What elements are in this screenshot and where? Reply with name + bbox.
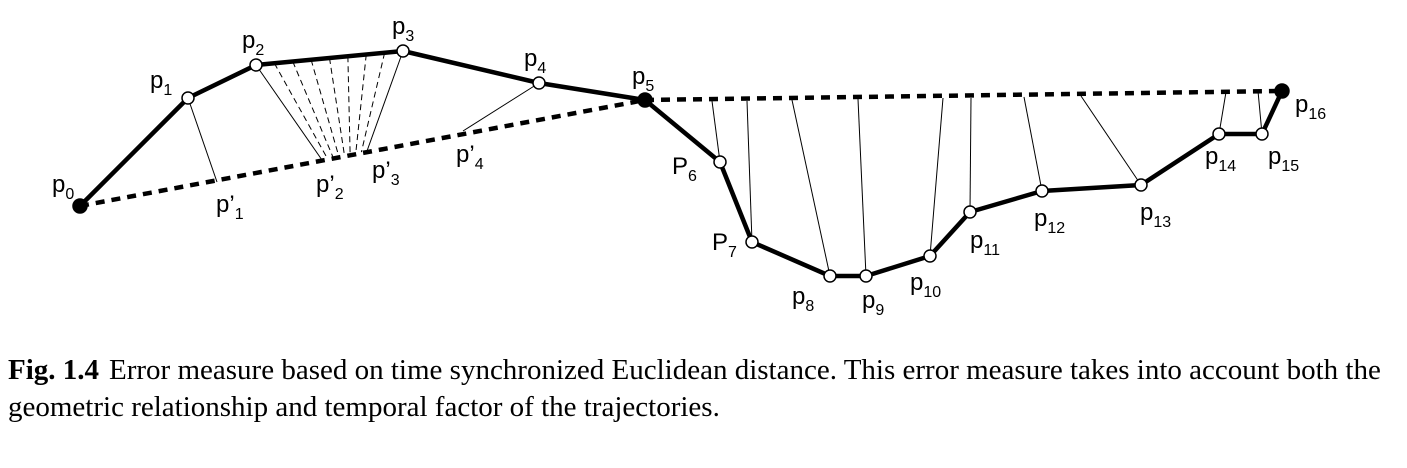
label-p3: p3 xyxy=(392,13,414,45)
sed-projection-line xyxy=(969,97,972,213)
point-p6-marker xyxy=(713,155,727,169)
point-p16-marker xyxy=(1274,83,1290,99)
trajectory-sed-diagram: p0 p1 p2 p3 p4 p5 P6 P7 p8 p9 p10 p11 p12 p13 p14 p15 p1… xyxy=(52,13,1326,319)
point-p8-marker xyxy=(823,269,837,283)
projection-lines xyxy=(187,50,1263,277)
sed-projection-line xyxy=(366,50,404,152)
sed-projection-line xyxy=(791,99,831,277)
sed-projection-line xyxy=(929,97,944,257)
sed-projection-line xyxy=(1023,96,1043,192)
label-p6: P6 xyxy=(672,153,697,185)
point-p13-marker xyxy=(1134,178,1148,192)
label-p13: p13 xyxy=(1140,199,1171,231)
label-p12: p12 xyxy=(1034,205,1065,237)
sed-projection-line xyxy=(1080,95,1142,186)
sed-projection-line xyxy=(857,98,867,277)
interpolation-line xyxy=(310,59,340,157)
point-p7-marker xyxy=(745,235,759,249)
point-labels: p0 p1 p2 p3 p4 p5 P6 P7 p8 p9 p10 p11 p12 p13 p14 p15 p1… xyxy=(52,13,1326,319)
point-p5-marker xyxy=(637,92,653,108)
label-pp1: p’1 xyxy=(216,191,244,223)
sed-projection-line xyxy=(187,97,218,183)
label-p8: p8 xyxy=(792,283,814,315)
label-pp2: p’2 xyxy=(316,171,344,203)
sed-projection-line xyxy=(1218,91,1227,135)
interpolation-line xyxy=(329,57,345,156)
point-p3-marker xyxy=(396,44,410,58)
point-p1-marker xyxy=(181,91,195,105)
sed-projection-line xyxy=(711,100,721,163)
point-p2-marker xyxy=(249,58,263,72)
label-p5: p5 xyxy=(632,63,654,95)
point-p11-marker xyxy=(963,205,977,219)
label-p14: p14 xyxy=(1205,143,1236,175)
sed-projection-line xyxy=(255,64,323,161)
interpolation-line xyxy=(355,54,367,154)
caption-label: Fig. 1.4 xyxy=(8,354,100,386)
label-p15: p15 xyxy=(1268,143,1299,175)
label-p9: p9 xyxy=(862,287,884,319)
point-p9-marker xyxy=(859,269,873,283)
sed-projection-line xyxy=(746,100,753,243)
point-p12-marker xyxy=(1035,184,1049,198)
label-p2: p2 xyxy=(242,27,264,59)
label-p4: p4 xyxy=(524,45,546,77)
point-p10-marker xyxy=(923,249,937,263)
label-p10: p10 xyxy=(910,269,941,301)
label-p7: P7 xyxy=(712,229,737,261)
interpolation-line xyxy=(292,61,334,158)
label-pp4: p’4 xyxy=(456,141,484,173)
sed-projection-line xyxy=(462,82,540,132)
caption-text: Error measure based on time synchronized… xyxy=(8,354,1381,423)
label-pp3: p’3 xyxy=(372,157,400,189)
simplified-segment-p5-p16 xyxy=(644,88,1283,103)
figure-caption: Fig. 1.4 Error measure based on time sync… xyxy=(8,352,1403,426)
interpolation-line xyxy=(273,63,329,160)
simplified-segment-p0-p5 xyxy=(79,97,646,209)
label-p16: p16 xyxy=(1295,91,1326,123)
interpolation-line xyxy=(360,52,386,153)
interpolation-line xyxy=(347,56,351,155)
point-p0-marker xyxy=(72,198,88,214)
simplified-trajectory xyxy=(79,88,1283,209)
label-p11: p11 xyxy=(970,227,1000,259)
point-p15-marker xyxy=(1255,127,1269,141)
label-p0: p0 xyxy=(52,171,74,203)
point-p4-marker xyxy=(532,76,546,90)
trajectory-points xyxy=(72,44,1290,283)
sed-projection-line xyxy=(1257,90,1263,135)
point-p14-marker xyxy=(1212,127,1226,141)
label-p1: p1 xyxy=(150,67,172,99)
